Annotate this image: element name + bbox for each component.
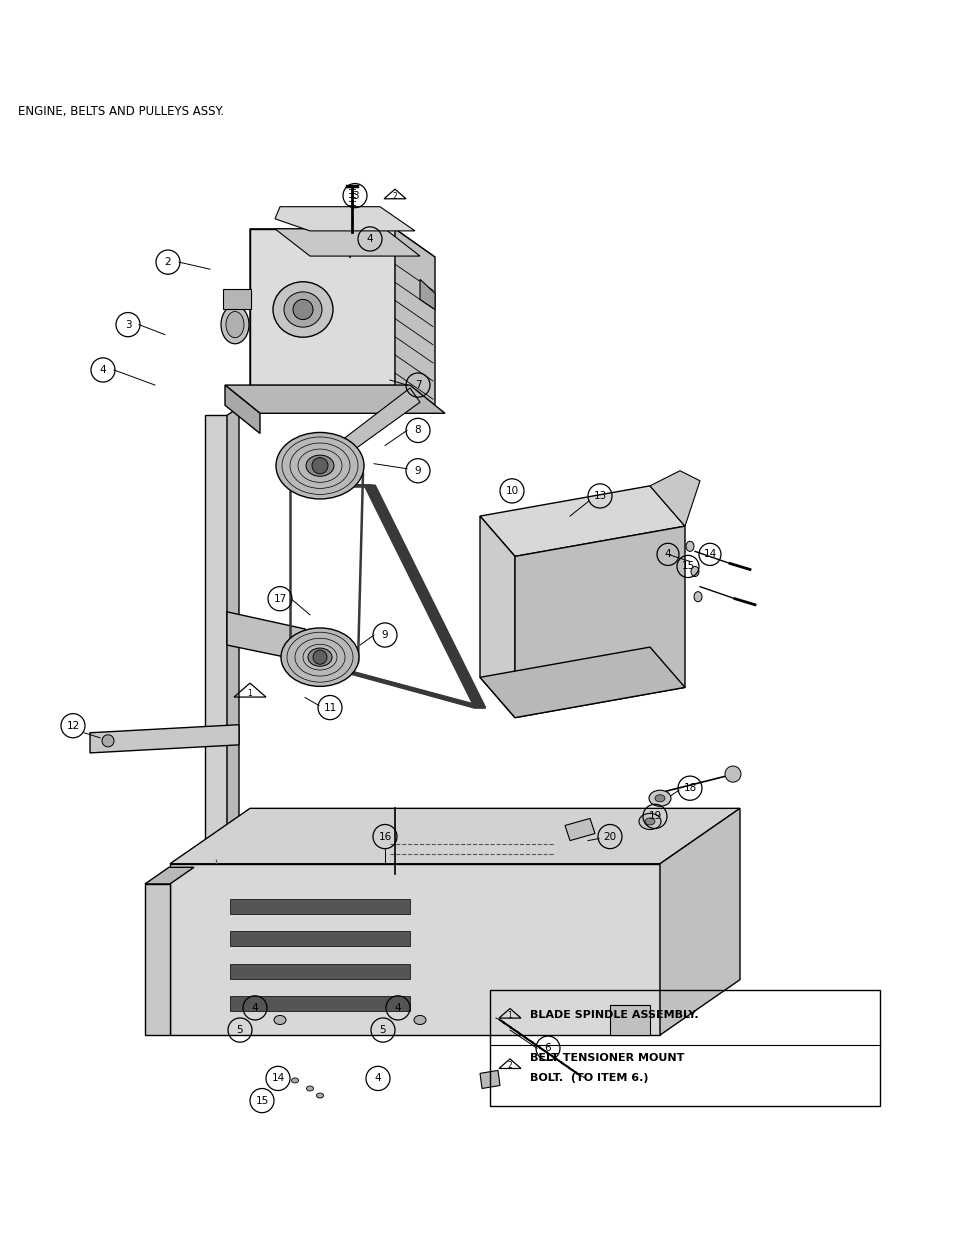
Text: 6: 6	[544, 1044, 551, 1053]
Text: 12: 12	[67, 721, 79, 731]
Polygon shape	[225, 385, 444, 414]
Text: 19: 19	[648, 811, 661, 821]
Text: ENGINE, BELTS AND PULLEYS ASSY.: ENGINE, BELTS AND PULLEYS ASSY.	[18, 105, 224, 117]
Ellipse shape	[292, 1078, 298, 1083]
Text: 5: 5	[379, 1025, 386, 1035]
Text: 20: 20	[603, 831, 616, 841]
Text: 15: 15	[255, 1095, 269, 1105]
Polygon shape	[145, 884, 170, 1035]
Polygon shape	[479, 516, 515, 718]
Circle shape	[102, 735, 113, 747]
Polygon shape	[230, 899, 410, 914]
Text: 13: 13	[593, 492, 606, 501]
Text: 3: 3	[352, 190, 358, 200]
Ellipse shape	[308, 648, 332, 666]
Text: 4: 4	[252, 1003, 258, 1013]
Text: 16: 16	[378, 831, 392, 841]
Text: 10: 10	[505, 485, 518, 496]
Polygon shape	[230, 963, 410, 978]
Ellipse shape	[284, 291, 322, 327]
Polygon shape	[230, 995, 410, 1011]
Text: 14: 14	[702, 550, 716, 559]
Text: 4: 4	[375, 1073, 381, 1083]
Text: BLADE SPINDLE ASSEMBLY.: BLADE SPINDLE ASSEMBLY.	[530, 1010, 698, 1020]
Text: 17: 17	[274, 594, 286, 604]
Polygon shape	[170, 809, 740, 863]
Text: 7: 7	[415, 380, 421, 390]
Polygon shape	[227, 408, 239, 858]
Text: 2: 2	[165, 257, 172, 267]
Text: BELT TENSIONER MOUNT: BELT TENSIONER MOUNT	[530, 1053, 683, 1063]
Text: PAGE 32 — STOW CUTTER 1 SAW  —  OPERATION & PARTS MANUAL —  REV. #6 (06/06/08): PAGE 32 — STOW CUTTER 1 SAW — OPERATION …	[110, 1199, 843, 1214]
Polygon shape	[479, 485, 684, 557]
Polygon shape	[205, 415, 227, 858]
Ellipse shape	[306, 456, 334, 477]
Text: 2: 2	[507, 1061, 512, 1071]
Ellipse shape	[644, 818, 655, 825]
Polygon shape	[227, 611, 310, 662]
Ellipse shape	[274, 1015, 286, 1025]
Ellipse shape	[316, 1093, 323, 1098]
Text: 9: 9	[381, 630, 388, 640]
Ellipse shape	[281, 627, 358, 687]
Circle shape	[313, 650, 327, 664]
Text: 1: 1	[248, 689, 253, 698]
Circle shape	[293, 299, 313, 320]
Polygon shape	[250, 228, 435, 257]
Ellipse shape	[226, 311, 244, 337]
Polygon shape	[145, 867, 193, 884]
Polygon shape	[479, 1071, 499, 1088]
Circle shape	[724, 766, 740, 782]
Polygon shape	[250, 228, 395, 385]
Polygon shape	[90, 725, 239, 753]
Ellipse shape	[693, 592, 701, 601]
Ellipse shape	[685, 541, 693, 551]
Ellipse shape	[690, 567, 699, 577]
Polygon shape	[479, 647, 684, 718]
Polygon shape	[170, 863, 659, 1035]
Text: 8: 8	[415, 425, 421, 436]
Text: 4: 4	[366, 233, 373, 245]
Polygon shape	[274, 228, 419, 256]
Polygon shape	[515, 526, 684, 718]
Polygon shape	[659, 809, 740, 1035]
Polygon shape	[419, 279, 435, 310]
Ellipse shape	[306, 1086, 314, 1091]
Polygon shape	[649, 471, 700, 526]
Text: 9: 9	[415, 466, 421, 475]
Polygon shape	[223, 289, 251, 310]
Ellipse shape	[648, 790, 670, 806]
Text: 4: 4	[664, 550, 671, 559]
Ellipse shape	[221, 305, 249, 343]
Ellipse shape	[639, 814, 660, 830]
Polygon shape	[225, 385, 260, 433]
Text: BOLT.  (TO ITEM 6.): BOLT. (TO ITEM 6.)	[530, 1073, 648, 1083]
Text: 15: 15	[680, 562, 694, 572]
Text: 4: 4	[395, 1003, 401, 1013]
Text: 2: 2	[393, 191, 397, 200]
Text: STOW CUTTER 1 SAW  —  ENGINE, BELTS AND PULLEYS ASSY.: STOW CUTTER 1 SAW — ENGINE, BELTS AND PU…	[96, 31, 857, 52]
Text: 14: 14	[271, 1073, 284, 1083]
Ellipse shape	[414, 1015, 426, 1025]
Ellipse shape	[275, 432, 364, 499]
Circle shape	[312, 458, 328, 474]
Text: 5: 5	[236, 1025, 243, 1035]
Polygon shape	[230, 931, 410, 946]
Ellipse shape	[655, 795, 664, 802]
Polygon shape	[314, 388, 419, 471]
Text: 1: 1	[507, 1011, 512, 1020]
Polygon shape	[609, 1005, 649, 1035]
Polygon shape	[274, 206, 415, 231]
Text: 18: 18	[682, 783, 696, 793]
Ellipse shape	[273, 282, 333, 337]
Polygon shape	[564, 819, 595, 841]
Polygon shape	[395, 228, 435, 414]
Text: 3: 3	[125, 320, 132, 330]
Text: 11: 11	[323, 703, 336, 713]
Text: 4: 4	[99, 366, 106, 375]
Polygon shape	[250, 228, 290, 414]
